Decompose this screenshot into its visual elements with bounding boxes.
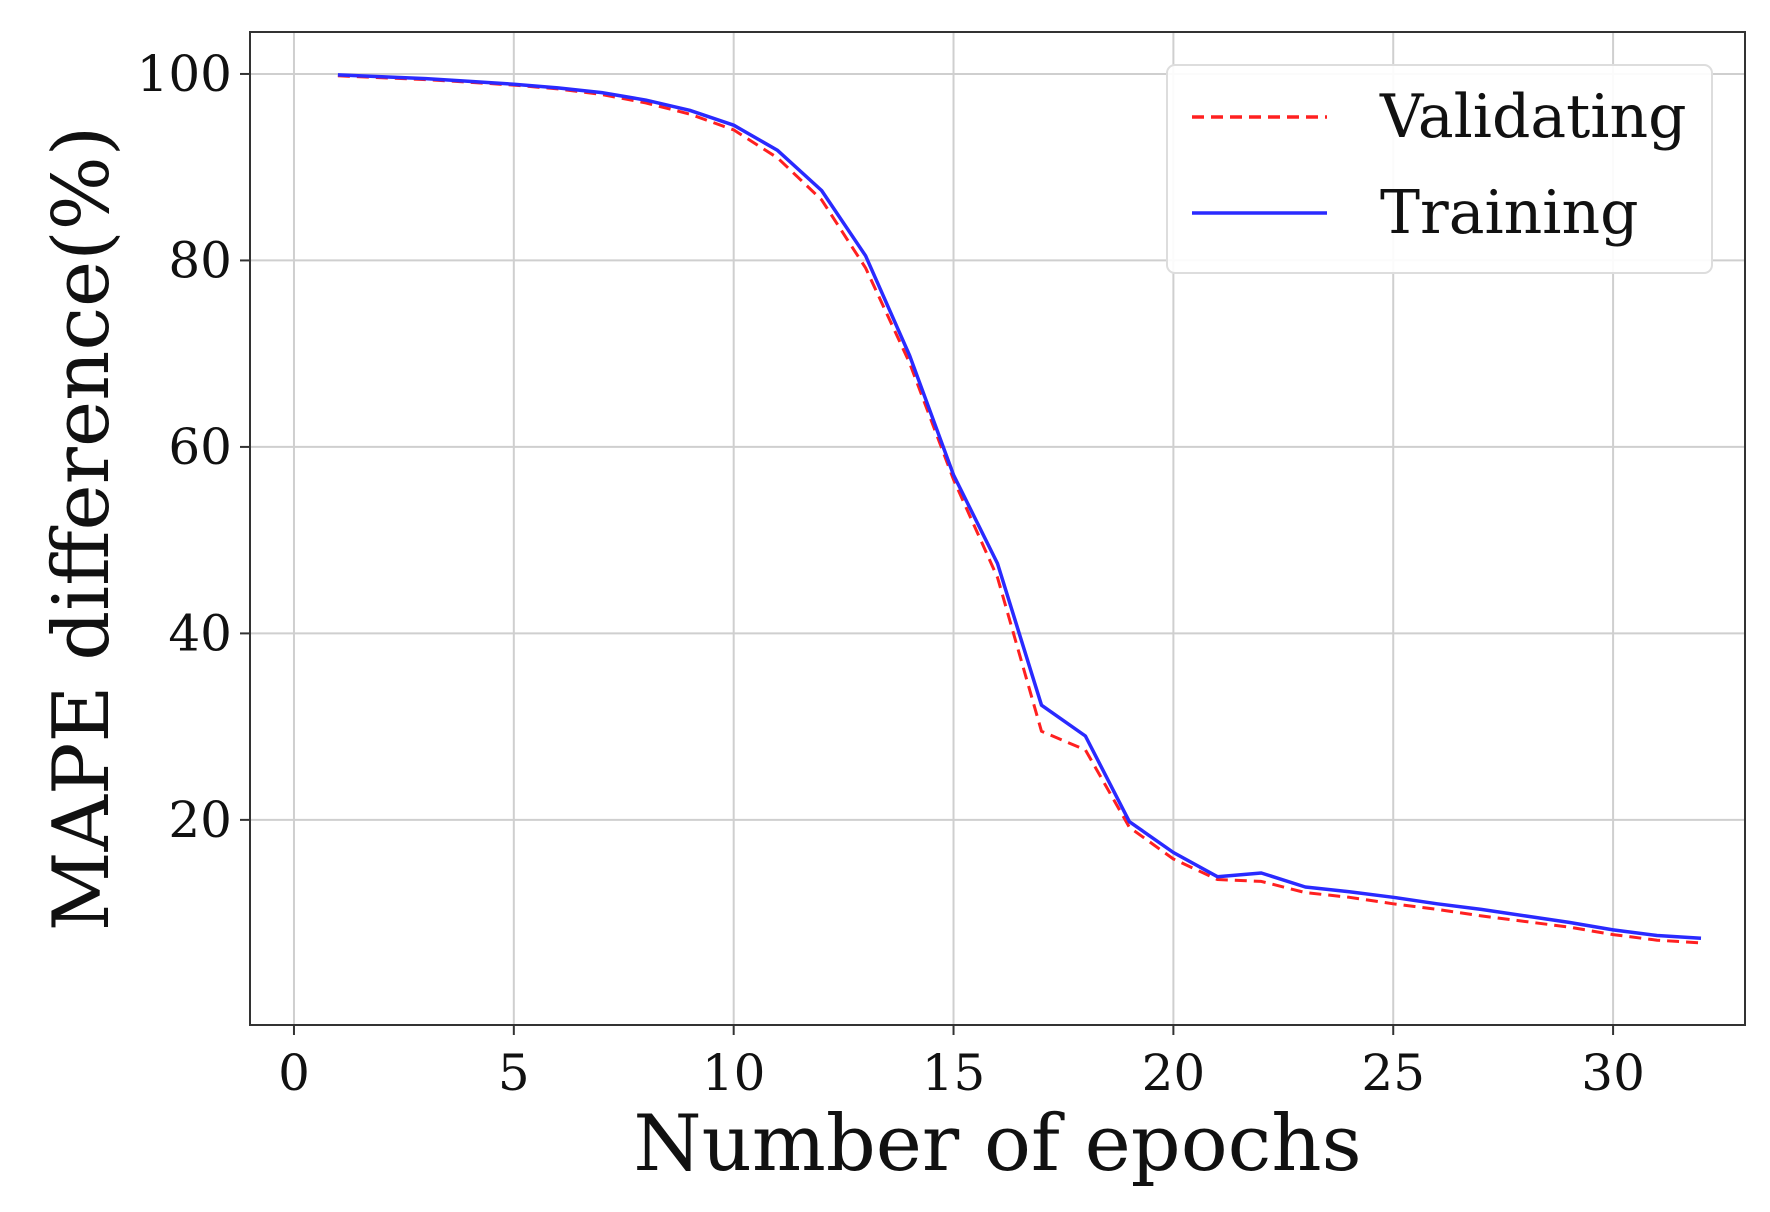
y-tick-label-40: 40 xyxy=(168,604,232,662)
ticks-layer: 0 5 10 15 20 25 30 20 40 60 80 100 xyxy=(137,45,1645,1102)
y-tick-label-100: 100 xyxy=(137,45,232,103)
legend-label-training: Training xyxy=(1380,178,1639,248)
legend: Validating Training xyxy=(1166,64,1713,274)
x-tick-label-10: 10 xyxy=(702,1044,766,1102)
plot-frame xyxy=(249,31,1746,1026)
legend-box xyxy=(1166,64,1713,274)
x-tick-label-30: 30 xyxy=(1581,1044,1645,1102)
y-tick-label-60: 60 xyxy=(168,418,232,476)
x-tick-label-0: 0 xyxy=(278,1044,310,1102)
series-layer xyxy=(337,73,1702,945)
y-axis-title: MAPE difference(%) xyxy=(37,126,127,931)
y-tick-label-80: 80 xyxy=(168,231,232,289)
x-tick-label-5: 5 xyxy=(498,1044,530,1102)
legend-label-validating: Validating xyxy=(1379,82,1687,152)
x-tick-label-25: 25 xyxy=(1361,1044,1425,1102)
x-tick-label-20: 20 xyxy=(1142,1044,1206,1102)
series-line-training xyxy=(337,73,1702,941)
y-tick-label-20: 20 xyxy=(168,791,232,849)
x-tick-label-15: 15 xyxy=(922,1044,986,1102)
series-line-validating xyxy=(337,74,1702,945)
x-axis-title: Number of epochs xyxy=(633,1099,1361,1189)
